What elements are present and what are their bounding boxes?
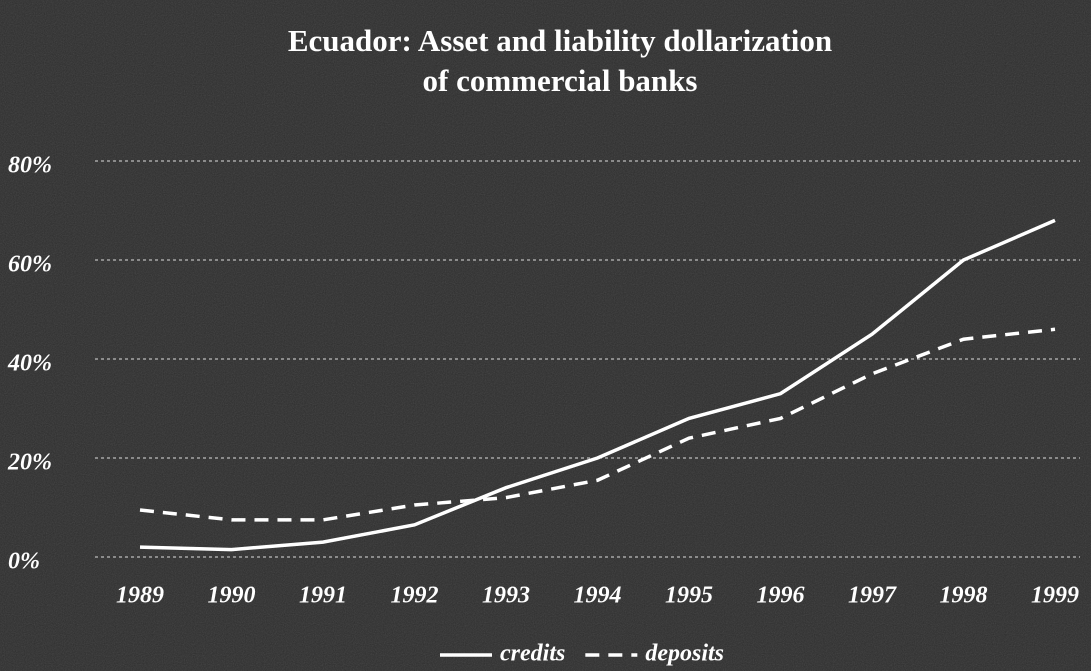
x-tick-label: 1993 (482, 583, 530, 609)
series-line (139, 327, 1056, 522)
y-tick-label: 20% (7, 450, 52, 476)
y-tick-label: 40% (7, 351, 52, 377)
legend-label: deposits (645, 641, 724, 667)
y-tick-label: 80% (8, 153, 52, 179)
x-tick-label: 1992 (391, 583, 439, 609)
x-tick-label: 1996 (757, 583, 805, 609)
x-tick-label: 1991 (299, 583, 347, 609)
x-tick-label: 1998 (940, 583, 988, 609)
legend-label: credits (500, 641, 565, 667)
chart-title: Ecuador: Asset and liability dollarizati… (288, 23, 832, 58)
x-tick-label: 1999 (1031, 583, 1079, 609)
x-tick-label: 1990 (208, 583, 256, 609)
x-tick-label: 1989 (116, 583, 164, 609)
x-tick-label: 1997 (848, 583, 897, 609)
x-tick-label: 1995 (665, 583, 713, 609)
y-tick-label: 60% (8, 252, 52, 278)
series-line (139, 218, 1056, 552)
chart-title: of commercial banks (423, 63, 698, 98)
y-tick-label: 0% (8, 549, 40, 575)
x-tick-label: 1994 (574, 583, 622, 609)
